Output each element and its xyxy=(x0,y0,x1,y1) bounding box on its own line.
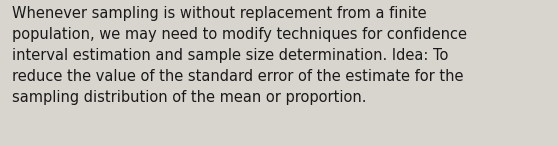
Text: Whenever sampling is without replacement from a finite
population, we may need t: Whenever sampling is without replacement… xyxy=(12,6,467,105)
